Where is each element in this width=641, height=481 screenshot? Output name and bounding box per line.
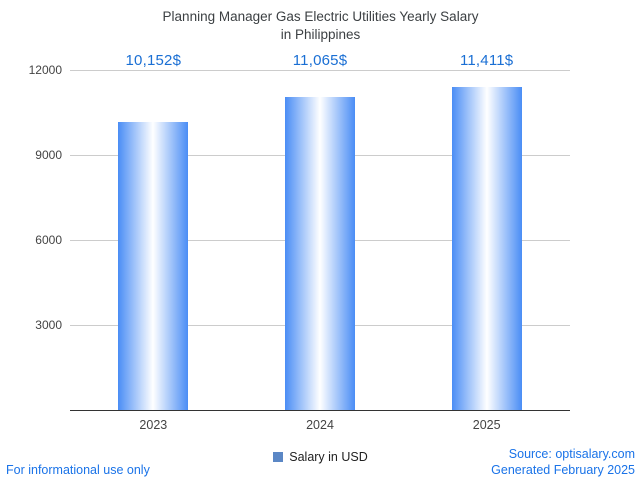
plot-area [70,70,570,411]
legend-swatch-icon [273,452,284,462]
legend-label: Salary in USD [289,450,368,464]
x-axis-label: 2025 [472,418,501,432]
bar-2023[interactable] [118,122,189,410]
value-labels: 10,152$ 11,065$ 11,411$ [70,52,570,72]
y-axis-label: 3000 [35,318,62,332]
footer-disclaimer: For informational use only [6,463,150,477]
y-axis-label: 12000 [28,63,62,77]
page-title: Planning Manager Gas Electric Utilities … [162,9,479,43]
footer-source-link[interactable]: Source: optisalary.com [508,446,635,461]
bar-2024[interactable] [285,96,355,410]
footer-credits: Source: optisalary.com Generated Februar… [491,446,635,479]
bar-2025[interactable] [451,86,522,410]
bar-value-label: 11,065$ [292,52,348,69]
bar-value-label: 10,152$ [125,52,182,69]
footer-generated: Generated February 2025 [491,462,635,477]
x-axis-label: 2024 [306,418,334,432]
x-axis-labels: 2023 2024 2025 [70,418,570,436]
y-axis-label: 9000 [35,148,62,162]
y-axis-labels: 3000 6000 9000 12000 [0,63,62,410]
y-axis-label: 6000 [35,233,62,247]
x-axis-label: 2023 [139,418,168,432]
bar-value-label: 11,411$ [459,52,514,69]
gridline [70,70,570,71]
legend: Salary in USD [0,450,641,464]
